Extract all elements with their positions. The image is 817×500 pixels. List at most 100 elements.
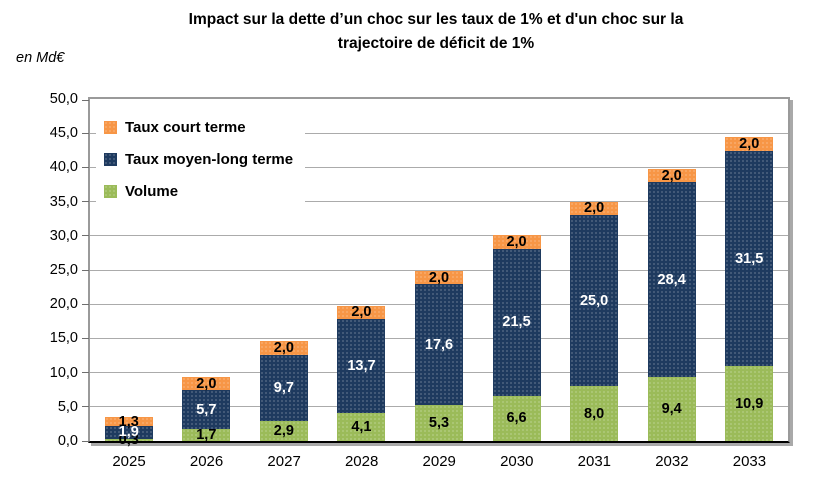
y-axis-tick-label: 0,0 (57, 433, 78, 449)
segment-data-label: 9,4 (661, 400, 682, 417)
y-axis-tick-label: 20,0 (49, 296, 78, 313)
segment-data-label: 1,7 (196, 426, 217, 443)
segment-taux-moyen-long-terme: 17,6 (415, 284, 463, 405)
y-axis-tick-label: 50,0 (49, 91, 78, 107)
x-axis-label-2028: 2028 (344, 453, 379, 470)
segment-taux-moyen-long-terme: 5,7 (182, 390, 231, 430)
segment-data-label: 5,7 (196, 401, 217, 418)
segment-volume: 2,9 (259, 421, 308, 441)
segment-data-label: 5,3 (428, 414, 450, 431)
segment-data-label: 0,3 (118, 431, 139, 448)
y-axis-unit-label: en Md€ (16, 50, 65, 66)
segment-data-label: 2,0 (351, 304, 372, 321)
segment-taux-moyen-long-terme: 13,7 (337, 319, 386, 413)
segment-data-label: 13,7 (347, 357, 376, 374)
y-axis-tick-label: 10,0 (49, 364, 78, 381)
y-axis-tick-label: 35,0 (49, 193, 78, 210)
segment-data-label: 21,5 (502, 314, 531, 331)
segment-taux-moyen-long-terme: 9,7 (259, 354, 308, 422)
y-axis-tick-label: 25,0 (49, 262, 78, 278)
segment-taux-court-terme: 2,0 (570, 200, 619, 217)
segment-volume: 9,4 (647, 376, 696, 441)
x-axis-label-2033: 2033 (732, 453, 767, 470)
segment-data-label: 25,0 (579, 292, 609, 309)
x-axis-label-2025: 2025 (112, 453, 146, 470)
segment-data-label: 28,4 (657, 271, 686, 288)
y-axis-tick (82, 99, 89, 101)
segment-taux-court-terme: 2,0 (415, 269, 463, 286)
segment-volume: 0,3 (104, 433, 153, 447)
segment-taux-court-terme: 2,0 (337, 304, 386, 321)
segment-volume: 8,0 (570, 386, 619, 441)
segment-data-label: 10,9 (735, 395, 764, 412)
segment-data-label: 1,9 (118, 424, 139, 441)
y-axis-tick-label: 15,0 (49, 330, 78, 347)
gridline (90, 201, 788, 203)
chart-title: Impact sur la dette d’un choc sur les ta… (55, 8, 817, 56)
gridline (90, 235, 788, 237)
chart-title-line-2: trajectoire de déficit de 1% (337, 35, 535, 53)
legend-swatch-icon (104, 185, 117, 198)
segment-taux-moyen-long-terme: 1,9 (104, 424, 153, 441)
segment-taux-court-terme: 2,0 (182, 375, 231, 392)
gridline (90, 269, 788, 271)
segment-volume: 5,3 (415, 404, 463, 441)
segment-data-label: 8,0 (584, 405, 605, 422)
y-axis-tick (82, 440, 89, 442)
segment-data-label: 2,0 (739, 135, 760, 152)
segment-taux-moyen-long-terme: 21,5 (492, 248, 541, 396)
segment-data-label: 2,0 (428, 269, 450, 286)
segment-taux-moyen-long-terme: 28,4 (647, 182, 696, 377)
y-axis-tick (82, 166, 89, 168)
segment-data-label: 1,3 (118, 413, 139, 430)
segment-volume: 10,9 (725, 366, 774, 441)
plot-area: 0,3 1,9 1,3 1,7 5,7 2,0 2,9 9,7 2,0 4,1 13,7 2,0 5,3… (82, 97, 790, 447)
segment-taux-moyen-long-terme: 31,5 (725, 151, 774, 367)
legend: Taux court terme Taux moyen-long terme Vol… (96, 111, 306, 208)
segment-data-label: 2,0 (661, 167, 682, 184)
legend-swatch-icon (104, 153, 117, 166)
legend-item-taux-court-terme: Taux court terme (104, 119, 293, 136)
y-axis-tick (82, 132, 89, 134)
y-axis-tick-label: 5,0 (57, 398, 78, 415)
segment-volume: 6,6 (492, 395, 541, 441)
segment-data-label: 2,9 (273, 422, 294, 439)
segment-volume: 1,7 (182, 426, 231, 443)
legend-item-taux-moyen-long-terme: Taux moyen-long terme (104, 151, 293, 168)
y-axis-tick-label: 40,0 (49, 159, 78, 176)
gridline (90, 132, 788, 134)
segment-data-label: 2,0 (273, 339, 294, 356)
segment-data-label: 2,0 (584, 200, 605, 217)
segment-data-label: 17,6 (424, 336, 454, 353)
y-axis-tick (82, 372, 89, 374)
x-axis-label-2032: 2032 (655, 453, 689, 470)
x-axis-label-2029: 2029 (422, 453, 456, 470)
segment-taux-court-terme: 2,0 (725, 135, 774, 152)
y-axis-tick-label: 30,0 (49, 227, 78, 244)
y-axis-tick (82, 303, 89, 305)
legend-label: Taux moyen-long terme (125, 151, 294, 168)
x-axis-label-2027: 2027 (267, 453, 301, 470)
segment-data-label: 6,6 (506, 410, 527, 427)
segment-taux-court-terme: 2,0 (647, 167, 696, 184)
chart-title-line-1: Impact sur la dette d’un choc sur les ta… (188, 11, 684, 28)
gridline (90, 166, 788, 168)
segment-data-label: 31,5 (735, 250, 764, 267)
segment-data-label: 2,0 (196, 375, 217, 392)
segment-volume: 4,1 (337, 412, 386, 441)
legend-item-volume: Volume (104, 183, 293, 200)
segment-data-label: 2,0 (506, 233, 527, 250)
y-axis-tick (82, 235, 89, 237)
y-axis-tick-label: 45,0 (49, 125, 78, 142)
segment-taux-court-terme: 1,3 (104, 413, 153, 430)
x-axis-labels: 2025 2026 2027 2028 2029 2030 2031 2032 2033 (90, 453, 788, 477)
segment-taux-court-terme: 2,0 (492, 233, 541, 250)
y-axis-tick (82, 201, 89, 203)
segment-taux-court-terme: 2,0 (259, 339, 308, 356)
segment-data-label: 9,7 (273, 379, 294, 396)
y-axis-tick (82, 337, 89, 339)
y-axis-tick-labels: 0,0 5,0 10,0 15,0 20,0 25,0 30,0 35,0 40,0 45,0 50… (0, 91, 78, 449)
y-axis-tick (82, 269, 89, 271)
legend-label: Volume (125, 183, 179, 200)
